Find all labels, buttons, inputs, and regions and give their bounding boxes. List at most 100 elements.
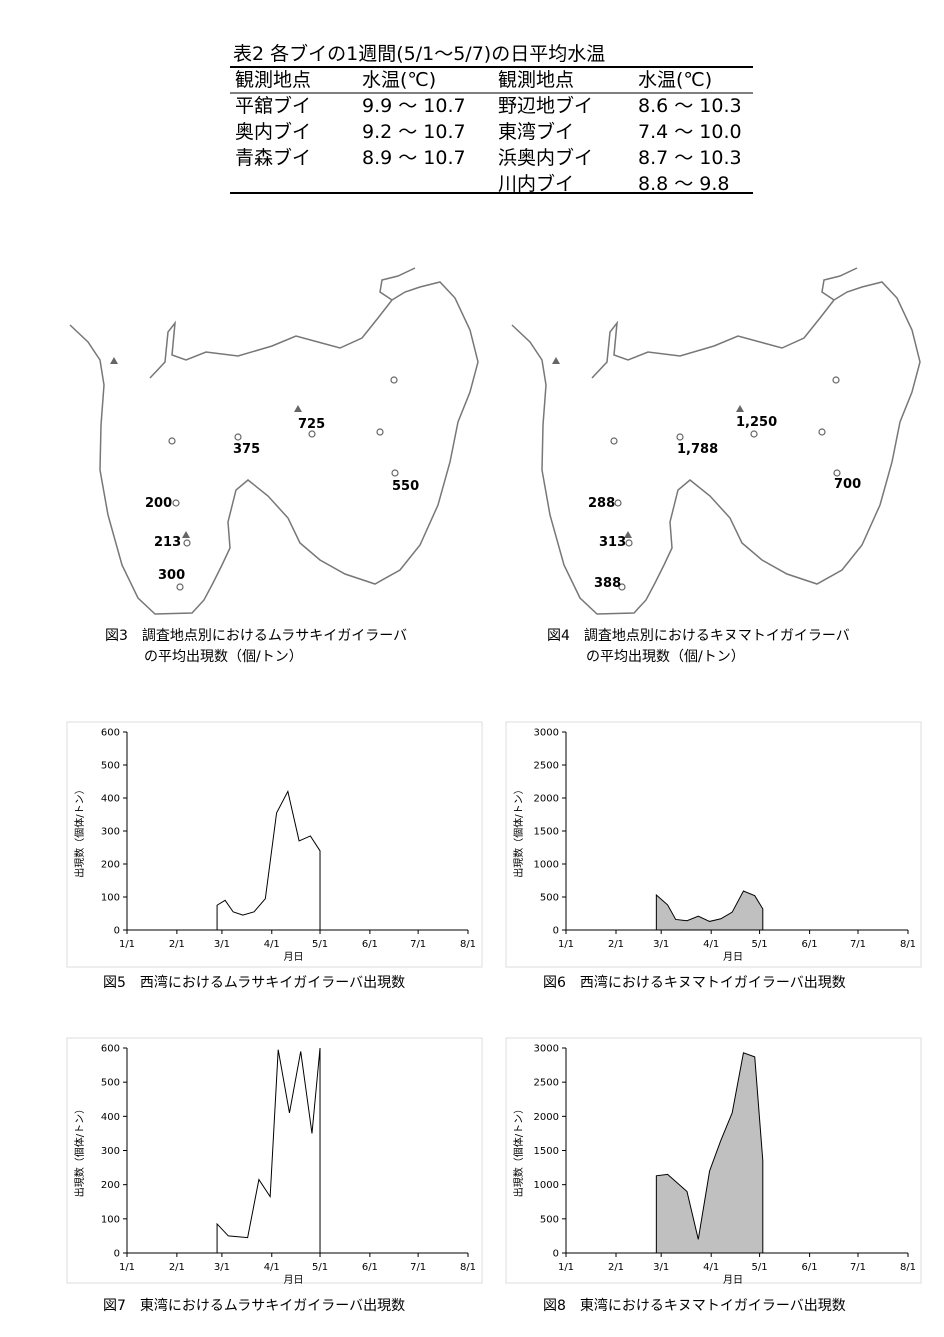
y-tick-label: 400 [101, 794, 120, 805]
station [614, 499, 622, 507]
x-tick-label: 4/1 [264, 939, 280, 950]
buoy [182, 531, 190, 538]
table-cell: 8.9 ～ 10.7 [362, 147, 466, 169]
y-axis-label: 出現数（個体/トン） [512, 1104, 525, 1197]
table-cell: 9.2 ～ 10.7 [362, 121, 466, 143]
y-tick-label: 500 [101, 1078, 120, 1089]
y-tick-label: 500 [101, 761, 120, 772]
y-tick-label: 1500 [534, 827, 559, 838]
y-tick-label: 3000 [534, 1044, 559, 1055]
x-tick-label: 8/1 [900, 939, 916, 950]
map-value-label: 725 [298, 417, 325, 432]
table-cell: 8.8 ～ 9.8 [638, 173, 730, 195]
x-tick-label: 2/1 [608, 1262, 624, 1273]
y-tick-label: 1000 [534, 1180, 559, 1191]
y-tick-label: 200 [101, 1180, 120, 1191]
y-tick-label: 1000 [534, 860, 559, 871]
x-tick-label: 8/1 [900, 1262, 916, 1273]
y-tick-label: 600 [101, 728, 120, 739]
coastline [511, 267, 921, 615]
y-tick-label: 200 [101, 860, 120, 871]
y-tick-label: 0 [114, 1249, 120, 1260]
x-tick-label: 4/1 [703, 1262, 719, 1273]
x-axis-label: 月日 [284, 1274, 304, 1286]
map-caption: の平均出現数（個/トン） [586, 649, 745, 665]
x-tick-label: 1/1 [558, 1262, 574, 1273]
x-tick-label: 2/1 [169, 1262, 185, 1273]
y-tick-label: 2500 [534, 761, 559, 772]
x-tick-label: 7/1 [410, 1262, 426, 1273]
station [390, 376, 398, 384]
y-tick-label: 500 [540, 1214, 559, 1225]
x-tick-label: 8/1 [460, 1262, 476, 1273]
chart-frame [505, 721, 922, 968]
y-tick-label: 500 [540, 893, 559, 904]
x-tick-label: 2/1 [608, 939, 624, 950]
x-tick-label: 5/1 [752, 939, 768, 950]
buoy [552, 357, 560, 364]
map-value-label: 213 [154, 535, 181, 550]
station [391, 469, 399, 477]
station [832, 376, 840, 384]
y-tick-label: 300 [101, 827, 120, 838]
station [625, 539, 633, 547]
chart-frame [505, 1037, 922, 1284]
station [172, 499, 180, 507]
table-cell: 青森ブイ [235, 146, 311, 169]
table-cell: 奥内ブイ [235, 120, 311, 143]
x-tick-label: 3/1 [653, 939, 669, 950]
map-value-label: 1,250 [736, 415, 777, 430]
chart-title: 図6 西湾におけるキヌマトイガイラーバ出現数 [543, 974, 846, 991]
x-tick-label: 8/1 [460, 939, 476, 950]
map-value-label: 300 [158, 568, 185, 583]
station [168, 437, 176, 445]
station [676, 433, 684, 441]
table-title: 表2 各ブイの1週間(5/1～5/7)の日平均水温 [233, 42, 605, 65]
table-cell: 浜奥内ブイ [498, 146, 593, 169]
map-caption: 図3 調査地点別におけるムラサキイガイラーバ [105, 628, 407, 644]
area [655, 1052, 764, 1254]
table-header: 観測地点 [498, 69, 574, 91]
map-value-label: 700 [834, 477, 861, 492]
area [216, 789, 321, 931]
y-tick-label: 400 [101, 1112, 120, 1123]
y-tick-label: 3000 [534, 728, 559, 739]
table-cell: 平舘ブイ [235, 94, 311, 117]
x-axis-label: 月日 [284, 951, 304, 963]
x-tick-label: 1/1 [119, 1262, 135, 1273]
y-tick-label: 2000 [534, 1112, 559, 1123]
map-value-label: 550 [392, 479, 419, 494]
table-cell: 9.9 ～ 10.7 [362, 95, 466, 117]
y-tick-label: 100 [101, 1214, 120, 1225]
buoy [624, 531, 632, 538]
x-axis-label: 月日 [723, 1274, 743, 1286]
table-cell: 川内ブイ [498, 172, 574, 195]
buoy [110, 357, 118, 364]
table-cell: 8.6 ～ 10.3 [638, 95, 742, 117]
x-tick-label: 5/1 [312, 1262, 328, 1273]
x-tick-label: 6/1 [802, 1262, 818, 1273]
map-value-label: 288 [588, 496, 615, 511]
y-tick-label: 600 [101, 1044, 120, 1055]
chart-title: 図8 東湾におけるキヌマトイガイラーバ出現数 [543, 1297, 846, 1314]
map-value-label: 313 [599, 535, 626, 550]
station [176, 583, 184, 591]
table-cell: 東湾ブイ [498, 120, 574, 143]
table-header: 水温(℃) [362, 69, 436, 91]
chart-frame [66, 721, 483, 968]
x-tick-label: 7/1 [850, 1262, 866, 1273]
y-tick-label: 0 [553, 1249, 559, 1260]
table-cell: 野辺地ブイ [498, 94, 593, 117]
map-value-label: 200 [145, 496, 172, 511]
station [376, 428, 384, 436]
x-tick-label: 5/1 [752, 1262, 768, 1273]
station [610, 437, 618, 445]
area [655, 890, 764, 931]
station [618, 583, 626, 591]
map-value-label: 1,788 [677, 442, 718, 457]
x-tick-label: 6/1 [362, 1262, 378, 1273]
y-tick-label: 100 [101, 893, 120, 904]
x-tick-label: 3/1 [214, 1262, 230, 1273]
